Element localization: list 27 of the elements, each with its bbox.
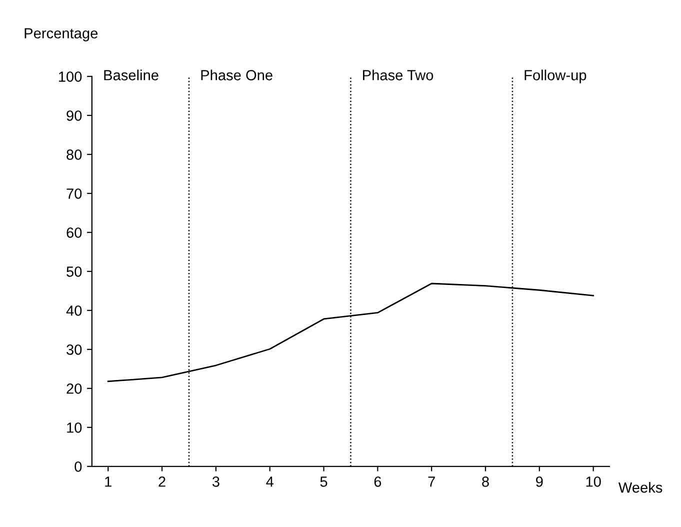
x-tick-label: 8 [482, 476, 489, 487]
x-tick-label: 5 [320, 476, 328, 487]
y-tick-label: 50 [66, 266, 82, 277]
y-tick-label: 90 [66, 110, 82, 121]
y-tick-label: 70 [66, 188, 82, 199]
x-tick-label: 7 [428, 476, 435, 487]
x-tick-label: 9 [536, 476, 543, 487]
x-tick-label: 1 [105, 476, 112, 487]
x-tick-label: 6 [374, 476, 382, 487]
annotation: Phase One [201, 70, 272, 80]
annotation: Follow-up [524, 70, 586, 84]
y-tick-label: 10 [67, 422, 82, 433]
y-tick-label: 30 [66, 344, 82, 355]
x-tick-label: 10 [586, 476, 601, 487]
y-tick-label: 100 [58, 72, 82, 82]
annotation: Baseline [104, 70, 158, 80]
y-tick-label: 20 [66, 384, 82, 394]
y-tick-label: 80 [66, 150, 82, 160]
x-axis-title: Weeks [618, 482, 662, 493]
y-tick-label: 0 [74, 461, 82, 472]
y-axis-title: Percentage [24, 28, 98, 42]
annotation: Phase Two [363, 70, 434, 80]
y-tick-label: 40 [66, 306, 82, 316]
x-tick-label: 2 [158, 476, 166, 487]
x-tick-label: 4 [266, 476, 274, 487]
y-tick-label: 60 [66, 228, 82, 238]
x-tick-label: 3 [212, 476, 220, 487]
